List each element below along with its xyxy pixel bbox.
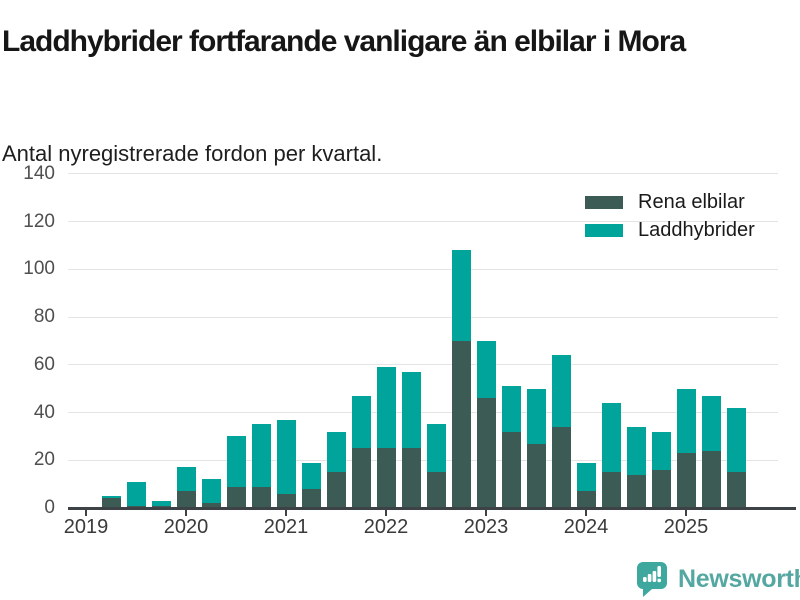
bar-2020-K2-laddhybrider [201, 479, 221, 504]
newsworthy-branding: Newsworthy [636, 561, 800, 598]
y-axis-label-0: 0 [44, 497, 55, 518]
bar-2022-K2-elbilar [401, 448, 421, 508]
x-axis-tick-2025 [685, 509, 687, 516]
bar-2022-K4-laddhybrider [451, 250, 471, 341]
legend-item-elbilar: Rena elbilar [585, 191, 755, 213]
legend-item-laddhybrider: Laddhybrider [585, 219, 755, 241]
bar-2023-K3-laddhybrider [526, 388, 546, 444]
bar-2020-K1-laddhybrider [176, 467, 196, 492]
bar-2023-K2-elbilar [501, 431, 521, 508]
gridline-y-120 [68, 221, 778, 223]
bar-2025-K2-laddhybrider [701, 395, 721, 451]
newsworthy-brand-text: Newsworthy [678, 565, 800, 593]
y-axis-label-140: 140 [23, 162, 55, 184]
bar-2021-K1-elbilar [276, 493, 296, 508]
x-axis-tick-2024 [585, 509, 587, 516]
bar-2022-K1-elbilar [376, 448, 396, 508]
chart-subtitle: Antal nyregistrerade fordon per kvartal. [2, 141, 383, 166]
bar-2025-K3-elbilar [726, 472, 746, 508]
y-axis-label-120: 120 [23, 210, 55, 232]
bar-2022-K3-elbilar [426, 472, 446, 508]
bar-2021-K4-laddhybrider [351, 395, 371, 449]
bar-2024-K4-laddhybrider [651, 431, 671, 470]
bar-2023-K2-laddhybrider [501, 386, 521, 432]
y-axis-label-20: 20 [33, 449, 55, 471]
x-axis-line [68, 506, 796, 510]
bar-2022-K4-elbilar [451, 340, 471, 508]
x-axis-label-2022: 2022 [363, 516, 409, 538]
x-axis-label-2020: 2020 [163, 516, 209, 538]
gridline-y-40 [68, 412, 778, 414]
bar-2020-K4-elbilar [251, 486, 271, 508]
bar-2020-K4-laddhybrider [251, 424, 271, 487]
legend-label-elbilar: Rena elbilar [638, 191, 745, 213]
bar-2019-K4-laddhybrider [151, 500, 171, 506]
chart-legend: Rena elbilar Laddhybrider [585, 191, 755, 252]
bar-2024-K1-laddhybrider [576, 462, 596, 492]
bar-2024-K3-elbilar [626, 474, 646, 508]
bar-2021-K1-laddhybrider [276, 419, 296, 494]
bar-2024-K2-elbilar [601, 472, 621, 508]
bar-2022-K1-laddhybrider [376, 367, 396, 449]
bar-2025-K1-laddhybrider [676, 388, 696, 454]
bar-2022-K3-laddhybrider [426, 424, 446, 473]
bar-2020-K3-laddhybrider [226, 436, 246, 487]
x-axis-tick-2021 [285, 509, 287, 516]
bar-2025-K2-elbilar [701, 450, 721, 508]
y-axis-label-40: 40 [33, 401, 55, 423]
legend-label-laddhybrider: Laddhybrider [638, 219, 755, 241]
bar-2024-K1-elbilar [576, 491, 596, 508]
bar-2024-K3-laddhybrider [626, 426, 646, 475]
x-axis-tick-2020 [185, 509, 187, 516]
bar-2023-K4-laddhybrider [551, 355, 571, 427]
x-axis-label-2019: 2019 [63, 516, 109, 538]
gridline-y-100 [68, 268, 778, 270]
bar-2020-K1-elbilar [176, 491, 196, 508]
bar-2024-K4-elbilar [651, 469, 671, 508]
legend-swatch-laddhybrider [585, 224, 623, 237]
bar-2021-K2-laddhybrider [301, 462, 321, 489]
x-axis-label-2021: 2021 [263, 516, 309, 538]
gridline-y-20 [68, 459, 778, 461]
bar-2022-K2-laddhybrider [401, 371, 421, 449]
newsworthy-logo-icon [637, 562, 667, 597]
bar-2023-K1-laddhybrider [476, 340, 496, 399]
bar-2025-K1-elbilar [676, 453, 696, 508]
gridline-y-60 [68, 364, 778, 366]
gridline-y-140 [68, 173, 778, 175]
bar-2019-K2-elbilar [101, 498, 121, 508]
y-axis-label-80: 80 [33, 306, 55, 328]
gridline-y-80 [68, 316, 778, 318]
x-axis-label-2025: 2025 [663, 516, 709, 538]
x-axis-label-2024: 2024 [563, 516, 609, 538]
bar-2021-K3-elbilar [326, 472, 346, 508]
bar-2023-K3-elbilar [526, 443, 546, 508]
bar-2025-K3-laddhybrider [726, 407, 746, 473]
chart-title: Laddhybrider fortfarande vanligare än el… [2, 25, 686, 59]
bar-2023-K1-elbilar [476, 398, 496, 508]
bar-2024-K2-laddhybrider [601, 403, 621, 473]
x-axis-tick-2022 [385, 509, 387, 516]
bar-2020-K3-elbilar [226, 486, 246, 508]
x-axis-label-2023: 2023 [463, 516, 509, 538]
bar-2020-K2-elbilar [201, 503, 221, 508]
y-axis-label-60: 60 [33, 353, 55, 375]
legend-swatch-elbilar [585, 196, 623, 209]
bar-2021-K2-elbilar [301, 488, 321, 508]
x-axis-tick-2019 [85, 509, 87, 516]
y-axis-label-100: 100 [23, 258, 55, 280]
x-axis-tick-2023 [485, 509, 487, 516]
bar-2021-K4-elbilar [351, 448, 371, 508]
bar-2019-K2-laddhybrider [101, 496, 121, 499]
bar-2019-K3-laddhybrider [126, 481, 146, 506]
bar-2021-K3-laddhybrider [326, 431, 346, 473]
bar-2023-K4-elbilar [551, 426, 571, 508]
